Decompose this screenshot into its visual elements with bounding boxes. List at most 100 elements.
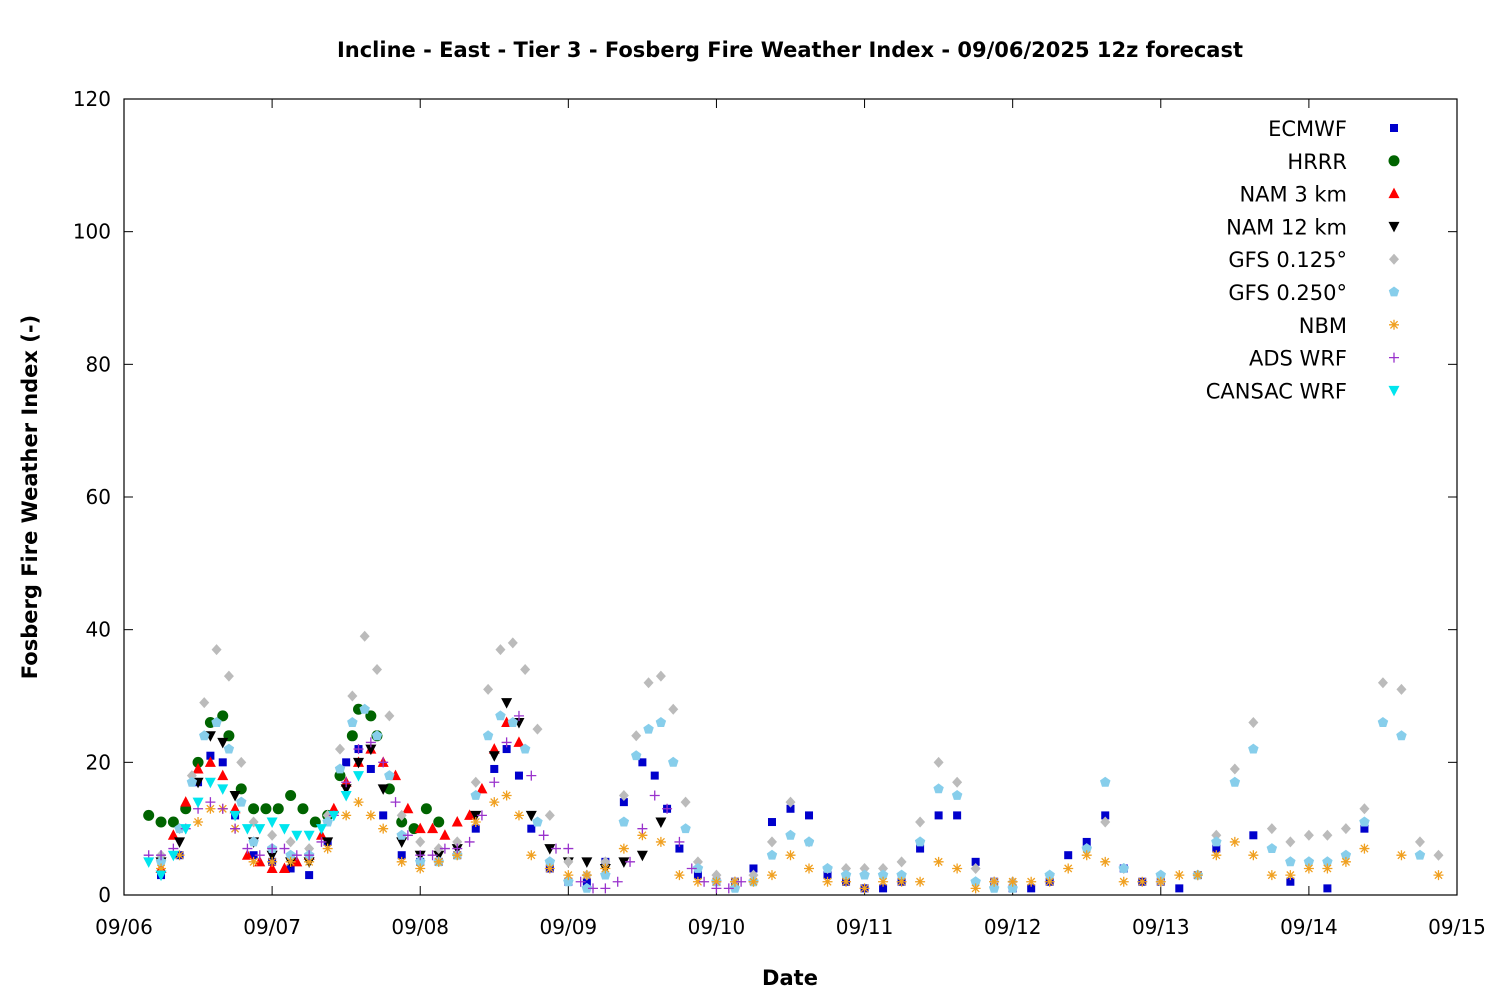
data-point bbox=[600, 869, 611, 880]
legend-marker bbox=[1388, 221, 1400, 233]
data-point bbox=[532, 723, 543, 735]
data-point bbox=[396, 816, 408, 828]
data-point bbox=[1359, 816, 1370, 827]
data-point bbox=[359, 703, 370, 714]
data-point bbox=[322, 843, 333, 854]
data-point bbox=[1303, 856, 1315, 867]
data-point bbox=[267, 829, 278, 841]
data-point bbox=[328, 802, 340, 814]
data-point bbox=[643, 723, 654, 734]
legend: ECMWF HRRR NAM 3 km NAM 12 km GFS 0.125° GFS … bbox=[1206, 117, 1400, 403]
data-point bbox=[205, 797, 216, 808]
data-point bbox=[488, 743, 500, 754]
data-point bbox=[785, 850, 796, 861]
data-point bbox=[433, 856, 444, 867]
data-point bbox=[582, 877, 591, 886]
data-point bbox=[174, 850, 185, 861]
data-point bbox=[1285, 836, 1296, 848]
data-point bbox=[952, 776, 963, 788]
data-point bbox=[452, 843, 463, 854]
data-point bbox=[655, 836, 666, 847]
y-tick-label: 100 bbox=[73, 220, 111, 244]
data-point bbox=[618, 816, 630, 827]
x-tick-label: 09/15 bbox=[1428, 915, 1486, 939]
data-point bbox=[415, 856, 426, 867]
data-point bbox=[631, 750, 642, 761]
data-point bbox=[625, 856, 636, 867]
data-point bbox=[217, 710, 229, 722]
x-axis-ticks: 09/06 09/07 09/08 09/09 09/10 09/11 09/12 09/13… bbox=[95, 99, 1486, 939]
data-point bbox=[205, 803, 216, 814]
data-point bbox=[464, 836, 475, 847]
data-point bbox=[342, 758, 351, 767]
data-point bbox=[396, 809, 407, 821]
x-tick-label: 09/11 bbox=[836, 915, 894, 939]
data-point bbox=[482, 730, 494, 741]
data-point bbox=[638, 758, 647, 767]
data-point bbox=[1377, 717, 1389, 727]
x-tick-label: 09/08 bbox=[391, 915, 449, 939]
data-point bbox=[217, 803, 228, 814]
data-point bbox=[953, 811, 962, 820]
data-point bbox=[377, 784, 389, 795]
data-point bbox=[519, 743, 531, 754]
data-point bbox=[1360, 824, 1369, 833]
data-point bbox=[489, 797, 500, 808]
data-point bbox=[1192, 870, 1203, 881]
data-point bbox=[655, 670, 666, 682]
data-point bbox=[340, 791, 352, 802]
data-point bbox=[804, 863, 815, 874]
data-point bbox=[254, 850, 265, 861]
data-point bbox=[822, 876, 833, 887]
data-point bbox=[1026, 876, 1037, 887]
y-tick-label: 0 bbox=[98, 883, 111, 907]
data-point bbox=[513, 736, 525, 747]
data-point bbox=[766, 836, 777, 848]
data-point bbox=[365, 710, 377, 722]
data-point bbox=[749, 864, 758, 873]
data-point bbox=[372, 663, 383, 675]
data-point bbox=[291, 855, 303, 867]
data-point bbox=[365, 744, 377, 756]
data-point bbox=[513, 710, 524, 721]
data-point bbox=[248, 803, 260, 815]
data-point bbox=[692, 856, 703, 868]
legend-marker bbox=[1388, 385, 1400, 397]
data-point bbox=[415, 836, 426, 848]
data-points bbox=[143, 630, 1444, 894]
data-point bbox=[1248, 850, 1259, 861]
data-point bbox=[470, 790, 481, 800]
data-point bbox=[279, 843, 290, 854]
data-point bbox=[397, 851, 406, 860]
data-point bbox=[242, 843, 253, 854]
data-point bbox=[1340, 849, 1352, 860]
data-point bbox=[550, 843, 561, 854]
data-point bbox=[693, 871, 702, 880]
data-point bbox=[248, 856, 259, 867]
data-point bbox=[563, 843, 574, 854]
data-point bbox=[260, 803, 272, 815]
data-point bbox=[1248, 717, 1259, 729]
data-point bbox=[1285, 870, 1296, 881]
data-point bbox=[600, 883, 611, 894]
data-point bbox=[464, 809, 476, 820]
legend-label: NAM 12 km bbox=[1226, 215, 1347, 239]
data-point bbox=[396, 856, 407, 867]
data-point bbox=[206, 751, 215, 760]
data-point bbox=[785, 796, 796, 808]
data-point bbox=[353, 757, 365, 769]
data-point bbox=[211, 644, 222, 656]
data-point bbox=[396, 837, 408, 848]
data-point bbox=[266, 862, 278, 873]
data-point bbox=[1175, 884, 1184, 893]
data-point bbox=[192, 797, 204, 809]
data-point bbox=[291, 850, 302, 861]
data-point bbox=[655, 817, 667, 829]
data-point bbox=[786, 804, 795, 813]
data-point bbox=[1340, 823, 1351, 835]
data-point bbox=[229, 791, 241, 802]
data-point bbox=[1248, 743, 1259, 754]
data-point bbox=[915, 876, 926, 887]
data-point bbox=[483, 683, 494, 695]
